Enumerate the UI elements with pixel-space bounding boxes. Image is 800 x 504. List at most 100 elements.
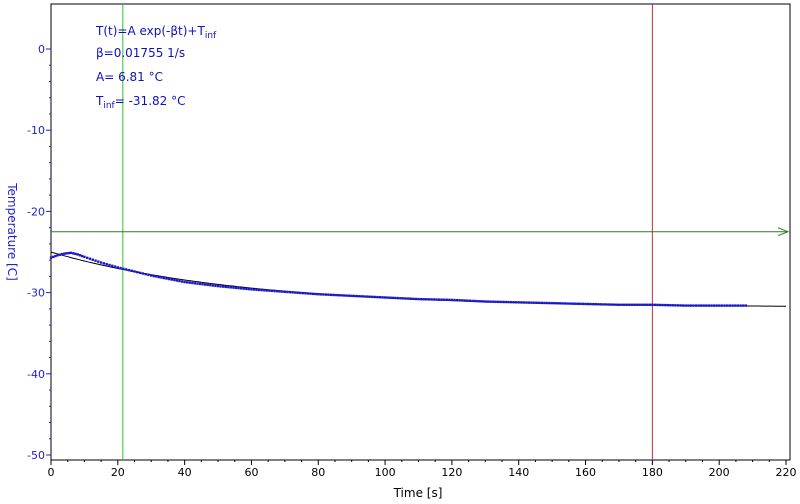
data-point — [671, 304, 675, 307]
data-point — [597, 303, 600, 306]
y-tick-label: -50 — [27, 449, 45, 462]
data-point — [694, 304, 698, 307]
data-point — [520, 301, 523, 304]
data-point — [319, 293, 323, 296]
data-point — [265, 289, 269, 292]
data-point — [283, 290, 287, 293]
x-axis-label: Time [s] — [393, 486, 443, 500]
data-point — [317, 293, 320, 296]
data-point — [453, 298, 456, 302]
data-point — [604, 303, 608, 306]
data-point — [517, 301, 520, 304]
data-point — [460, 299, 464, 302]
data-point — [496, 300, 500, 304]
data-point — [365, 295, 369, 298]
data-point — [404, 297, 407, 300]
data-point — [509, 300, 513, 304]
data-point — [682, 304, 685, 307]
data-point — [63, 252, 66, 255]
data-point — [383, 296, 387, 299]
data-point — [651, 303, 654, 306]
data-point — [514, 301, 518, 304]
data-point — [250, 288, 253, 291]
data-point — [111, 264, 114, 268]
data-point — [656, 303, 659, 307]
data-point — [311, 292, 315, 296]
x-tick-label: 180 — [642, 466, 663, 479]
data-point — [507, 300, 510, 304]
data-point — [350, 294, 353, 298]
data-point — [227, 285, 230, 289]
data-point — [736, 304, 740, 307]
data-point — [304, 292, 307, 295]
data-point — [643, 303, 646, 306]
data-point — [592, 302, 595, 306]
data-point — [122, 267, 125, 270]
data-point — [450, 298, 454, 302]
data-point — [476, 299, 479, 303]
data-point — [252, 288, 256, 291]
data-point — [239, 287, 243, 290]
data-point — [422, 298, 425, 301]
data-point — [193, 282, 197, 285]
data-point — [130, 269, 133, 273]
cursor-lines[interactable] — [51, 4, 790, 460]
data-point — [435, 298, 438, 301]
data-point — [353, 294, 356, 298]
data-point — [221, 285, 225, 288]
data-point — [147, 273, 150, 277]
x-tick-label: 0 — [48, 466, 55, 479]
data-point — [113, 265, 117, 268]
data-point — [705, 304, 708, 307]
data-point — [58, 253, 62, 256]
data-point — [363, 295, 366, 298]
data-point — [65, 252, 68, 255]
data-point — [734, 304, 737, 307]
data-point — [527, 301, 531, 304]
data-point — [440, 298, 443, 301]
data-point — [707, 304, 711, 307]
data-point — [739, 304, 742, 307]
data-point — [162, 276, 166, 280]
data-point — [360, 295, 364, 298]
data-point — [458, 299, 461, 302]
data-point — [371, 295, 374, 299]
data-point — [299, 291, 302, 295]
data-point — [198, 282, 202, 286]
data-point — [219, 285, 222, 288]
y-tick-label: 0 — [38, 43, 45, 56]
x-tick-label: 120 — [441, 466, 462, 479]
data-point — [556, 302, 559, 305]
data-point — [712, 304, 716, 307]
data-point — [427, 298, 430, 301]
data-point — [574, 302, 577, 305]
data-point — [692, 304, 695, 307]
data-point — [80, 254, 84, 258]
data-point — [602, 303, 605, 306]
data-point — [723, 304, 726, 307]
data-point — [666, 303, 669, 307]
data-point — [525, 301, 528, 304]
data-point — [728, 304, 732, 307]
data-point — [150, 274, 153, 277]
data-point — [401, 297, 405, 300]
data-point — [640, 303, 644, 306]
data-point — [419, 297, 423, 301]
data-point — [658, 303, 662, 307]
fit-amplitude: A= 6.81 °C — [96, 70, 163, 84]
data-point — [329, 293, 333, 297]
data-point — [635, 303, 639, 306]
data-point — [224, 285, 227, 289]
data-point — [391, 296, 395, 300]
data-point — [175, 279, 179, 282]
data-point — [622, 303, 626, 306]
data-point — [394, 296, 397, 300]
data-point — [699, 304, 703, 307]
data-point — [607, 303, 610, 306]
data-point — [484, 300, 487, 303]
data-point — [489, 300, 492, 303]
data-point — [633, 303, 636, 306]
data-point — [610, 303, 613, 306]
data-point — [268, 289, 271, 292]
data-point — [561, 302, 564, 305]
